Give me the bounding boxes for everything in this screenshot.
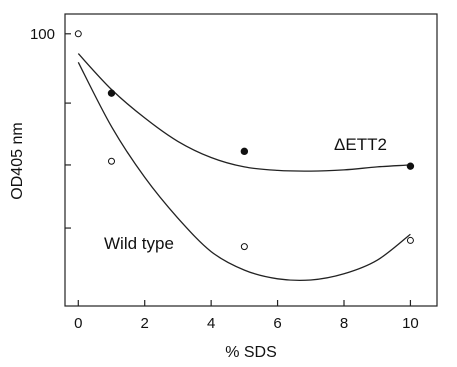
x-tick-label: 10: [402, 315, 419, 332]
fit-curves: [77, 53, 411, 282]
plot-frame: [64, 13, 438, 307]
data-point-wild-type: [406, 236, 414, 244]
data-points: [74, 30, 415, 251]
fit-curve-wild-type: [77, 62, 411, 282]
x-tick-label: 6: [273, 315, 281, 332]
data-point-wild-type: [74, 30, 82, 38]
data-point-ett2: [240, 147, 249, 156]
data-point-ett2: [107, 89, 116, 97]
data-point-wild-type: [240, 243, 248, 251]
series-label-wild-type: Wild type: [104, 234, 174, 253]
x-tick-label: 8: [340, 315, 348, 332]
x-tick-label: 4: [207, 315, 215, 332]
y-tick-label: 100: [30, 26, 55, 43]
data-point-ett2: [406, 162, 415, 170]
x-axis-title: % SDS: [225, 344, 277, 361]
fit-curve-ett2: [77, 53, 411, 172]
data-point-wild-type: [108, 157, 115, 165]
series-label-ett2: ΔETT2: [334, 135, 387, 154]
x-tick-labels: 0 2 4 6 8 10: [74, 315, 419, 332]
y-axis-title: OD405 nm: [9, 122, 26, 199]
x-tick-label: 2: [141, 315, 149, 332]
y-tick-labels: 100: [30, 26, 55, 43]
x-tick-label: 0: [74, 315, 82, 332]
axis-ticks: [65, 33, 412, 306]
